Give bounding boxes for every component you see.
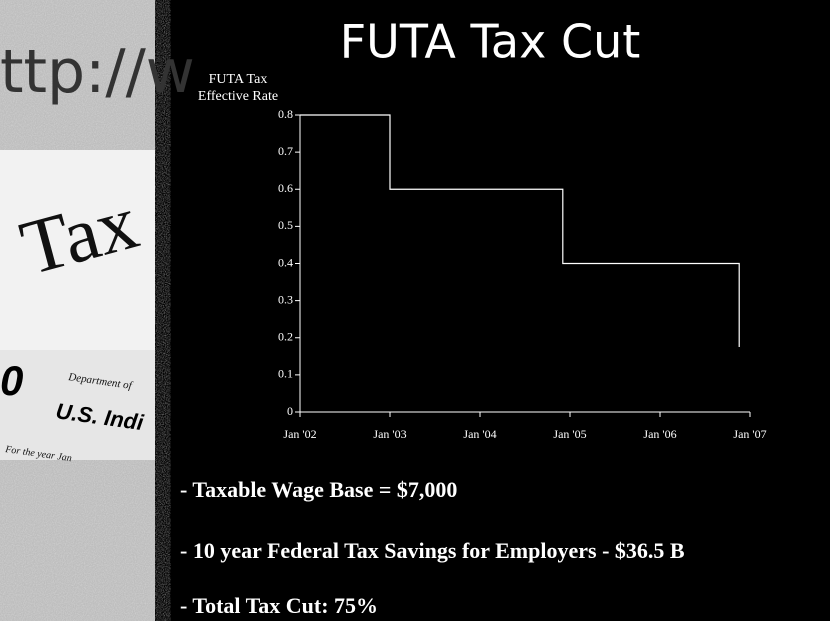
bullet: - 10 year Federal Tax Savings for Employ… bbox=[180, 538, 685, 563]
x-tick-label: Jan '04 bbox=[463, 427, 496, 441]
y-tick-label: 0.3 bbox=[278, 292, 293, 306]
y-axis-label: Effective Rate bbox=[198, 89, 278, 104]
chart-title: FUTA Tax Cut bbox=[340, 15, 641, 69]
sidebar-text: ttp://w bbox=[0, 37, 195, 107]
y-tick-label: 0.8 bbox=[278, 107, 293, 121]
y-axis-label: FUTA Tax bbox=[209, 72, 268, 87]
y-tick-label: 0.4 bbox=[278, 255, 293, 269]
y-tick-label: 0.5 bbox=[278, 218, 293, 232]
sidebar-text: 0 bbox=[0, 357, 23, 404]
y-tick-label: 0.2 bbox=[278, 330, 293, 344]
y-tick-label: 0.6 bbox=[278, 181, 293, 195]
bullet: - Taxable Wage Base = $7,000 bbox=[180, 477, 457, 502]
x-tick-label: Jan '03 bbox=[373, 427, 406, 441]
y-tick-label: 0.7 bbox=[278, 144, 293, 158]
x-tick-label: Jan '07 bbox=[733, 427, 766, 441]
x-tick-label: Jan '06 bbox=[643, 427, 676, 441]
sidebar-collage: ttp://w Tax 0 Department of U.S. Indi Fo… bbox=[0, 0, 195, 621]
y-tick-label: 0 bbox=[287, 404, 293, 418]
step-line bbox=[300, 114, 740, 348]
bullet: - Total Tax Cut: 75% bbox=[180, 593, 378, 618]
x-tick-label: Jan '02 bbox=[283, 427, 316, 441]
x-tick-label: Jan '05 bbox=[553, 427, 586, 441]
y-tick-label: 0.1 bbox=[278, 367, 293, 381]
